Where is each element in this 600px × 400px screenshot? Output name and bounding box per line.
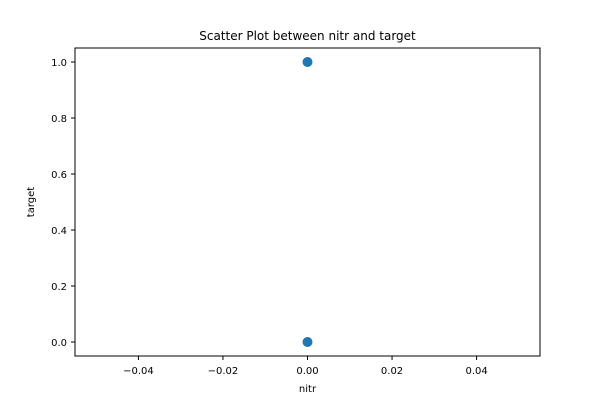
y-tick-label: 0.2 — [51, 282, 67, 293]
y-ticks: 0.0 0.2 0.4 0.6 0.8 1.0 — [51, 58, 75, 349]
x-tick-label: 0.02 — [381, 366, 403, 377]
plot-frame — [74, 47, 541, 357]
y-axis-label: target — [26, 187, 37, 217]
y-tick-label: 1.0 — [51, 58, 67, 69]
x-tick-label: 0.04 — [465, 366, 487, 377]
x-axis-label: nitr — [299, 384, 317, 395]
x-tick-label: −0.04 — [123, 366, 154, 377]
x-tick-label: −0.02 — [208, 366, 239, 377]
points-layer — [302, 57, 313, 347]
y-tick-label: 0.8 — [51, 114, 67, 125]
y-tick-label: 0.0 — [51, 338, 67, 349]
y-tick-label: 0.6 — [51, 170, 67, 181]
y-tick-label: 0.4 — [51, 226, 67, 237]
chart-title: Scatter Plot between nitr and target — [199, 29, 416, 43]
data-point — [302, 57, 313, 67]
data-point — [302, 337, 313, 347]
x-ticks: −0.04 −0.02 0.00 0.02 0.04 — [123, 356, 488, 377]
x-tick-label: 0.00 — [296, 366, 318, 377]
